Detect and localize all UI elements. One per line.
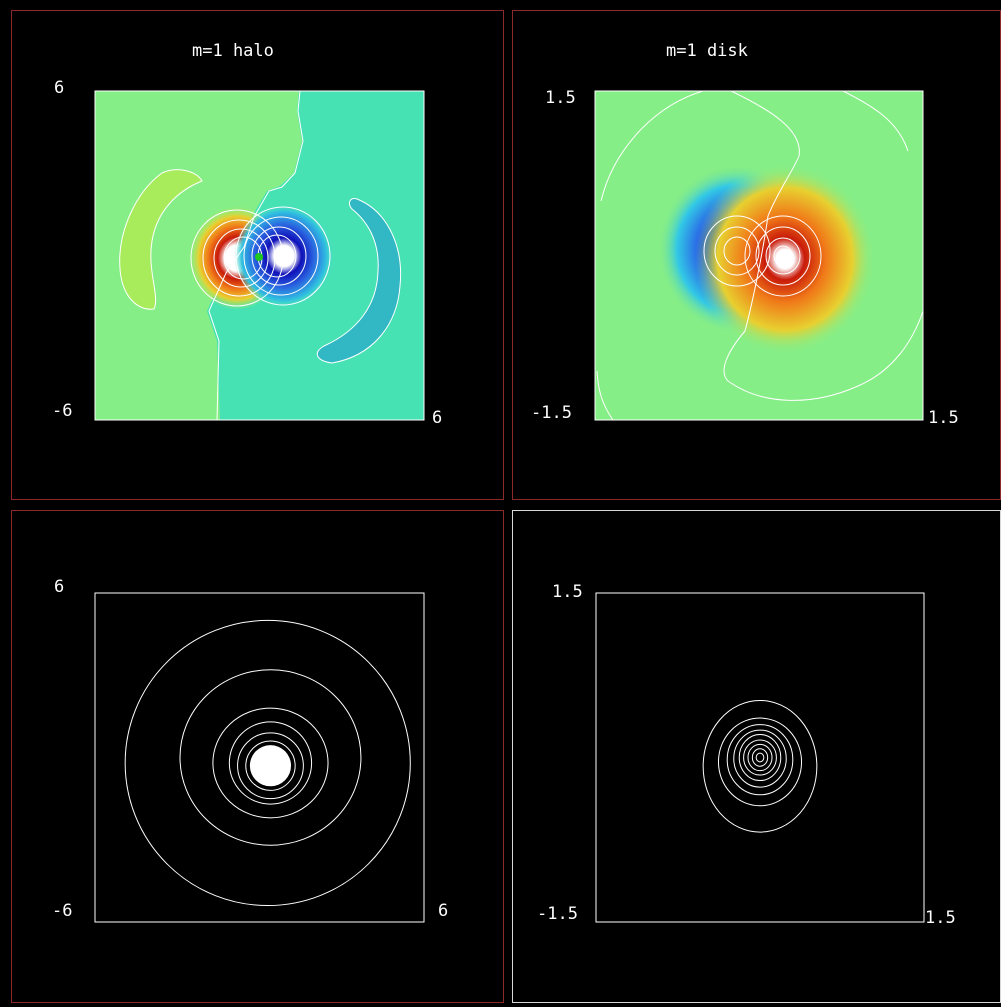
- disk-y-bottom-tick: -1.5: [531, 403, 572, 423]
- disk-contour-ring-6: [747, 743, 773, 772]
- disk-contour-ring-4: [738, 733, 782, 782]
- disk-contour-panel: 1.5 -1.5 1.5: [512, 510, 1001, 1003]
- disk-plot: [594, 90, 924, 421]
- halo-contour-ring-4: [237, 732, 304, 800]
- disk-contour-ring-2: [726, 724, 794, 796]
- halo-plot: [94, 90, 425, 421]
- disk-y-top-tick: 1.5: [545, 88, 576, 108]
- disk-contour-frame: [595, 592, 925, 923]
- disk-contour-y-top-tick: 1.5: [552, 582, 583, 602]
- disk-contour-ring-8: [755, 752, 765, 763]
- halo-contour-ring-0: [124, 619, 411, 907]
- disk-contour-x-right-tick: 1.5: [925, 908, 956, 928]
- disk-plot-frame: [594, 90, 924, 421]
- disk-contour-ring-7: [751, 748, 769, 767]
- halo-title: m=1 halo: [192, 41, 274, 61]
- halo-negative-dipole: [234, 204, 334, 308]
- disk-title: m=1 disk: [666, 41, 748, 61]
- disk-heatmap-panel: m=1 disk 1.5 -1.5 1.5: [512, 10, 1001, 500]
- disk-contour-ring-1: [717, 717, 803, 807]
- halo-contour-ring-2: [212, 707, 329, 819]
- halo-contour-ring-1: [179, 669, 362, 846]
- halo-contour-panel: 6 -6 6: [11, 510, 504, 1003]
- halo-contour-plot: [94, 592, 425, 923]
- disk-positive-dipole: [695, 164, 875, 354]
- disk-contours: [596, 91, 923, 420]
- halo-contour-core: [249, 745, 292, 787]
- halo-contour-ring-5: [245, 740, 296, 791]
- disk-contour-ring-0: [702, 699, 818, 833]
- halo-contour-y-top-tick: 6: [54, 577, 65, 597]
- halo-contour-y-bottom-tick: -6: [52, 901, 73, 921]
- disk-contour-ring-3: [733, 729, 787, 788]
- disk-contour-plot: [595, 592, 925, 923]
- halo-contour-ring-3: [228, 721, 313, 805]
- disk-x-right-tick: 1.5: [928, 408, 959, 428]
- halo-heatmap-panel: m=1 halo 6 -6 6: [11, 10, 504, 500]
- halo-y-top-tick: 6: [54, 78, 65, 98]
- halo-plot-frame: [94, 90, 425, 421]
- halo-contour-x-right-tick: 6: [438, 901, 449, 921]
- disk-contour-y-bottom-tick: -1.5: [537, 904, 578, 924]
- disk-contour-ring-5: [743, 739, 777, 776]
- halo-left-arc-lobe: [119, 169, 203, 310]
- halo-x-right-tick: 6: [432, 408, 443, 428]
- halo-contour-frame: [94, 592, 425, 923]
- halo-right-arc-lobe: [316, 198, 402, 364]
- halo-y-bottom-tick: -6: [52, 401, 73, 421]
